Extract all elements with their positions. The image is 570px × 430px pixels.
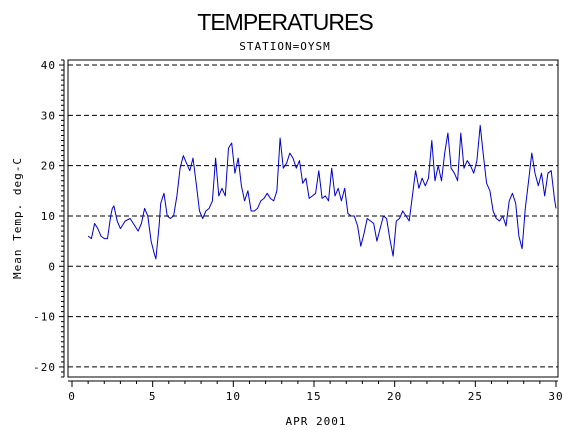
y-tick-label: 30 (41, 109, 56, 122)
y-axis: -20 -10 0 10 20 30 40 (33, 59, 65, 378)
x-tick-label: 30 (548, 390, 563, 403)
temperature-line (87, 124, 557, 260)
y-tick-label: 40 (41, 59, 56, 72)
x-tick-label: 15 (306, 390, 321, 403)
y-axis-label: Mean Temp. deg-C (11, 157, 24, 279)
x-tick-label: 25 (468, 390, 483, 403)
x-axis-label: APR 2001 (286, 415, 347, 428)
x-tick-label: 5 (149, 390, 157, 403)
y-tick-label: -20 (33, 361, 56, 374)
y-tick-label: 0 (48, 260, 56, 273)
y-tick-label: 10 (41, 210, 56, 223)
grid-lines (68, 64, 558, 368)
chart-title: TEMPERATURES (197, 9, 373, 35)
x-tick-label: 0 (68, 390, 76, 403)
plot-frame (67, 59, 559, 378)
x-tick-label: 10 (226, 390, 241, 403)
series-mean-temp (87, 124, 557, 260)
chart-subtitle: STATION=OYSM (239, 40, 330, 53)
y-tick-label: -10 (33, 311, 56, 324)
x-tick-label: 20 (387, 390, 402, 403)
x-axis: 0 5 10 15 20 25 30 (68, 380, 563, 403)
y-tick-label: 20 (41, 160, 56, 173)
